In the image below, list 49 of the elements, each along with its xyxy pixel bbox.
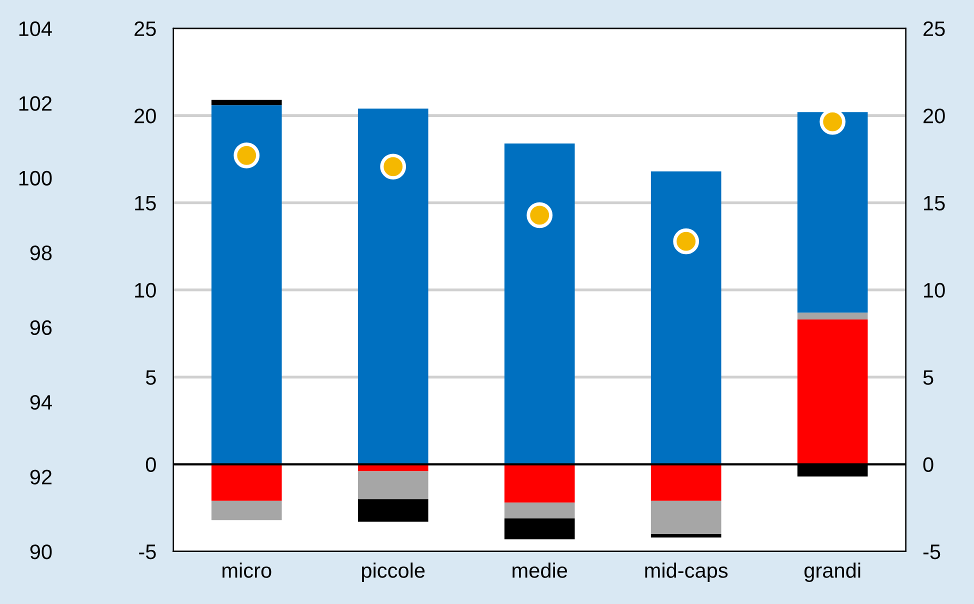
bar bbox=[650, 171, 722, 464]
y-tick-label: 10 bbox=[135, 282, 156, 298]
y3-tick-label: 102 bbox=[19, 96, 52, 111]
x-tick-label: grandi bbox=[804, 562, 860, 582]
point bbox=[234, 142, 260, 168]
y3-tick-label: 98 bbox=[30, 246, 52, 260]
x-tick-label: medie bbox=[512, 562, 568, 578]
bar bbox=[797, 320, 868, 464]
x-tick-label: mid-caps bbox=[645, 562, 728, 582]
y-tick-label: 25 bbox=[134, 21, 156, 36]
y2-tick-label: 0 bbox=[923, 457, 934, 472]
bar bbox=[650, 534, 722, 538]
point bbox=[380, 154, 406, 180]
bar bbox=[211, 100, 282, 106]
y-tick-label: 15 bbox=[135, 196, 156, 210]
y2-tick-label: 20 bbox=[924, 108, 945, 124]
y2-tick-label: 5 bbox=[923, 370, 934, 385]
y-tick-label: -5 bbox=[139, 544, 156, 560]
point bbox=[526, 202, 553, 228]
y3-tick-label: 92 bbox=[30, 470, 52, 484]
y-tick-label: 0 bbox=[146, 457, 156, 472]
point bbox=[673, 228, 700, 254]
bar bbox=[504, 143, 575, 464]
y2-tick-label: 15 bbox=[924, 196, 945, 210]
y3-tick-label: 100 bbox=[19, 170, 52, 186]
y3-tick-label: 94 bbox=[30, 395, 52, 410]
y2-tick-label: 25 bbox=[924, 21, 945, 36]
bar bbox=[358, 471, 428, 500]
y-tick-label: 5 bbox=[146, 370, 156, 385]
bar bbox=[211, 464, 282, 501]
bar bbox=[211, 105, 282, 464]
y3-tick-label: 90 bbox=[30, 544, 52, 560]
y3-tick-label: 96 bbox=[30, 320, 52, 336]
bar bbox=[650, 500, 722, 534]
y2-tick-label: 10 bbox=[924, 282, 945, 298]
bar bbox=[358, 108, 428, 464]
bar bbox=[797, 312, 868, 320]
bar bbox=[504, 518, 575, 540]
y-tick-label: 20 bbox=[134, 108, 156, 124]
y3-tick-label: 104 bbox=[19, 21, 52, 36]
y2-tick-label: -5 bbox=[923, 544, 940, 560]
bar bbox=[504, 464, 575, 503]
bar bbox=[358, 499, 428, 522]
bar bbox=[797, 112, 868, 313]
bar bbox=[650, 464, 722, 501]
bar bbox=[211, 500, 282, 520]
x-tick-label: micro bbox=[222, 562, 272, 578]
x-tick-label: piccole bbox=[362, 562, 425, 582]
bar bbox=[504, 502, 575, 518]
